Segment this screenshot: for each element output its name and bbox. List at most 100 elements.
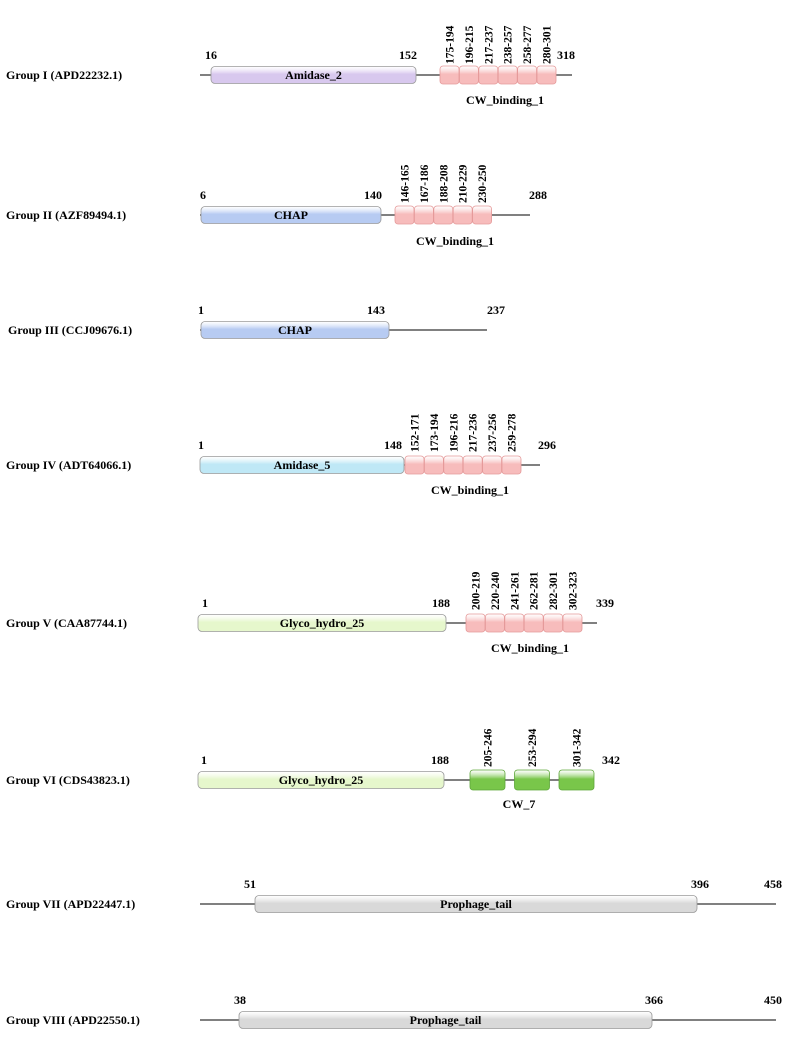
group-row: Group VIII (APD22550.1) Prophage_tail 366 3… bbox=[6, 993, 782, 1029]
repeat-box bbox=[404, 455, 425, 475]
repeat-range-label: 173-194 bbox=[429, 413, 441, 452]
repeat-range-label: 217-236 bbox=[468, 413, 480, 452]
domain-box bbox=[254, 895, 698, 913]
repeat-box bbox=[465, 613, 486, 633]
repeat-range-label: 175-194 bbox=[445, 25, 457, 64]
repeat-box bbox=[478, 65, 499, 85]
group-label: Group V (CAA87744.1) bbox=[6, 616, 127, 630]
repeat-box bbox=[443, 455, 464, 475]
repeat-box bbox=[452, 205, 473, 225]
group-label: Group VIII (APD22550.1) bbox=[6, 1013, 140, 1027]
group-row: Group IV (ADT64066.1) Amidase_5 148 1 296 152… bbox=[6, 413, 556, 497]
end-position: 458 bbox=[764, 877, 782, 891]
repeat-box bbox=[423, 455, 444, 475]
repeat-range-label: 196-215 bbox=[464, 25, 476, 64]
repeat-range-label: 205-246 bbox=[483, 728, 495, 767]
repeat-range-label: 230-250 bbox=[477, 164, 489, 203]
repeat-box bbox=[439, 65, 460, 85]
start-position: 1 bbox=[201, 753, 207, 767]
repeat-range-label: 253-294 bbox=[527, 728, 539, 767]
repeat-range-label: 280-301 bbox=[542, 25, 554, 64]
repeat-range-label: 188-208 bbox=[438, 164, 450, 203]
repeat-box bbox=[501, 455, 522, 475]
repeat-range-label: 196-216 bbox=[448, 413, 460, 452]
domain-end-position: 188 bbox=[431, 753, 449, 767]
group-row: Group VI (CDS43823.1) Glyco_hydro_25 188 1 3… bbox=[6, 728, 620, 811]
repeat-box bbox=[472, 205, 493, 225]
repeat-range-label: 282-301 bbox=[548, 571, 560, 610]
domain-label: Glyco_hydro_25 bbox=[280, 616, 364, 630]
domain-box bbox=[238, 1011, 653, 1029]
repeat-box bbox=[394, 205, 415, 225]
start-position: 6 bbox=[200, 188, 206, 202]
repeat-family-label: CW_binding_1 bbox=[431, 483, 509, 497]
domain-box bbox=[197, 614, 447, 632]
repeat-family-label: CW_binding_1 bbox=[491, 641, 569, 655]
start-position: 16 bbox=[205, 48, 217, 62]
end-position: 318 bbox=[557, 48, 575, 62]
repeat-range-label: 238-257 bbox=[503, 25, 515, 64]
start-position: 51 bbox=[244, 877, 256, 891]
repeat-range-label: 217-237 bbox=[483, 25, 495, 64]
repeat-family-label: CW_7 bbox=[503, 797, 536, 811]
domain-label: Prophage_tail bbox=[440, 897, 512, 911]
repeat-box bbox=[413, 205, 434, 225]
group-label: Group VII (APD22447.1) bbox=[6, 897, 135, 911]
repeat-box bbox=[484, 613, 505, 633]
group-label: Group I (APD22232.1) bbox=[6, 68, 122, 82]
domain-end-position: 152 bbox=[399, 48, 417, 62]
repeat-range-label: 302-323 bbox=[568, 571, 580, 610]
domain-box bbox=[197, 771, 445, 789]
group-row: Group V (CAA87744.1) Glyco_hydro_25 188 1 33… bbox=[6, 571, 614, 655]
repeat-box bbox=[469, 769, 506, 791]
repeat-range-label: 167-186 bbox=[419, 164, 431, 203]
end-position: 296 bbox=[538, 438, 556, 452]
repeat-range-label: 237-256 bbox=[487, 413, 499, 452]
domain-label: Glyco_hydro_25 bbox=[279, 773, 363, 787]
repeat-range-label: 258-277 bbox=[522, 25, 534, 64]
repeat-box bbox=[517, 65, 537, 85]
end-position: 339 bbox=[596, 596, 614, 610]
repeat-box bbox=[458, 65, 479, 85]
domain-box bbox=[200, 321, 390, 339]
domain-label: CHAP bbox=[278, 323, 312, 337]
domain-label: Amidase_5 bbox=[274, 458, 331, 472]
repeat-range-label: 301-342 bbox=[572, 728, 584, 767]
domain-end-position: 366 bbox=[645, 993, 663, 1007]
domain-box bbox=[210, 66, 417, 84]
end-position: 342 bbox=[602, 753, 620, 767]
end-position: 237 bbox=[487, 303, 505, 317]
group-label: Group III (CCJ09676.1) bbox=[8, 323, 132, 337]
domain-label: Prophage_tail bbox=[410, 1013, 482, 1027]
repeat-range-label: 152-171 bbox=[410, 413, 422, 452]
group-row: Group I (APD22232.1) Amidase_2 152 16 318 175… bbox=[6, 25, 575, 107]
repeat-box bbox=[497, 65, 518, 85]
repeat-range-label: 241-261 bbox=[509, 571, 521, 610]
repeat-range-label: 262-281 bbox=[529, 571, 541, 610]
repeat-box bbox=[543, 613, 563, 633]
domain-box bbox=[199, 456, 405, 474]
repeat-box bbox=[558, 769, 595, 791]
domain-label: CHAP bbox=[274, 208, 308, 222]
end-position: 288 bbox=[529, 188, 547, 202]
domain-end-position: 140 bbox=[364, 188, 382, 202]
repeat-box bbox=[504, 613, 525, 633]
domain-label: Amidase_2 bbox=[285, 68, 342, 82]
repeat-range-label: 259-278 bbox=[507, 413, 519, 452]
repeat-box bbox=[482, 455, 503, 475]
domain-end-position: 188 bbox=[432, 596, 450, 610]
repeat-range-label: 146-165 bbox=[400, 164, 412, 203]
group-label: Group II (AZF89494.1) bbox=[6, 208, 126, 222]
end-position: 450 bbox=[764, 993, 782, 1007]
repeat-box bbox=[462, 455, 483, 475]
start-position: 1 bbox=[198, 438, 204, 452]
group-label: Group IV (ADT64066.1) bbox=[6, 458, 131, 472]
repeat-range-label: 220-240 bbox=[490, 571, 502, 610]
domain-box bbox=[200, 206, 382, 224]
start-position: 1 bbox=[202, 596, 208, 610]
group-label: Group VI (CDS43823.1) bbox=[6, 773, 130, 787]
repeat-box bbox=[433, 205, 454, 225]
repeat-range-label: 210-229 bbox=[458, 164, 470, 203]
